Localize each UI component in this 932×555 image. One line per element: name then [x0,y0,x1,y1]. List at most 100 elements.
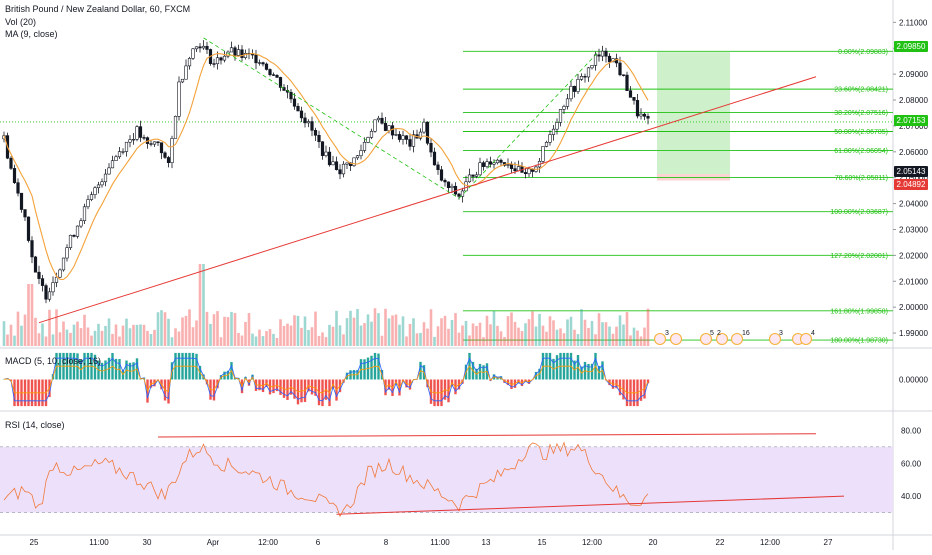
volume-bar [346,318,349,346]
candle-body [66,248,69,258]
volume-bar [370,322,373,346]
volume-bar [6,335,9,346]
candle-body [605,51,608,56]
candle-body [584,76,587,77]
volume-bar [594,334,597,346]
vol-legend[interactable]: Vol (20) [5,17,36,27]
volume-bar [160,310,163,346]
time-tick-label: 6 [316,538,321,547]
volume-bar [297,316,300,346]
ma-legend[interactable]: MA (9, close) [5,29,58,39]
volume-bar [66,330,69,346]
rsi-band [0,447,893,513]
candle-body [34,257,37,272]
volume-bar [601,322,604,346]
candle-body [143,137,146,138]
volume-bar [465,321,468,346]
candle-body [27,217,30,241]
candle-body [496,160,499,163]
volume-bar [510,312,513,346]
candle-body [640,114,643,116]
candle-body [94,188,97,195]
candle-body [384,123,387,130]
volume-bar [167,319,170,346]
volume-bar [13,336,16,346]
candle-body [129,140,132,143]
volume-bar [647,309,650,346]
volume-bar [195,320,198,346]
volume-bar [584,320,587,346]
candle-body [234,48,237,56]
volume-bar [248,313,251,346]
candle-body [279,77,282,87]
volume-bar [272,334,275,346]
rsi-tick-label: 80.00 [901,426,922,435]
volume-bar [475,326,478,346]
candle-body [38,272,41,278]
volume-bar [458,333,461,346]
volume-bar [339,325,342,346]
candle-body [17,183,20,194]
volume-bar [118,337,121,346]
volume-bar [398,325,401,346]
candle-body [220,58,223,60]
macd-legend[interactable]: MACD (5, 10, close, 16) [5,356,101,366]
volume-bar [101,331,104,346]
candle-body [115,157,118,161]
candle-body [125,142,128,151]
volume-bar [251,334,254,346]
volume-bar [356,309,359,346]
candle-body [62,258,65,270]
candle-body [255,55,258,63]
candle-body [374,120,377,132]
candle-body [241,50,244,58]
volume-bar [622,325,625,346]
volume-bar [545,332,548,346]
rsi-legend[interactable]: RSI (14, close) [5,420,65,430]
volume-bar [587,328,590,346]
volume-bar [3,321,6,346]
candle-body [489,162,492,165]
volume-bar [482,337,485,346]
price-tick-label: 2.09000 [899,70,928,79]
candle-body [10,158,13,168]
candle-body [45,286,48,300]
candle-body [363,142,366,150]
volume-bar [535,327,538,346]
volume-bar [552,320,555,346]
volume-bar [507,316,510,346]
candle-body [545,142,548,146]
volume-bar [563,333,566,346]
candle-body [202,46,205,48]
volume-bar [360,326,363,346]
time-tick-label: 12:00 [760,538,781,547]
volume-bar [605,322,608,346]
candle-body [171,138,174,162]
fib-level-label: 100.00%(2.03687) [830,209,888,216]
volume-bar [286,324,289,346]
price-tick-label: 2.11000 [899,18,928,27]
volume-bar [20,326,23,346]
fib-level-label: 127.20%(2.02001) [830,253,888,260]
volume-bar [234,313,237,346]
volume-bar [486,316,489,346]
volume-bar [80,328,83,346]
volume-bar [265,331,268,346]
volume-bar [202,264,205,346]
volume-bar [213,314,216,346]
fib-level-label: 50.00%(2.06785) [834,129,888,136]
volume-bar [402,316,405,346]
candle-body [402,136,405,140]
candle-body [430,143,433,152]
fib-level-label: 180.00%(1.98730) [830,338,888,345]
candle-body [104,174,107,182]
price-tag-target: 2.09850 [894,41,928,52]
candle-body [188,58,191,66]
candle-body [622,75,625,76]
volume-bar [244,322,247,346]
candle-body [556,122,559,129]
candle-body [636,100,639,116]
volume-bar [314,312,317,346]
